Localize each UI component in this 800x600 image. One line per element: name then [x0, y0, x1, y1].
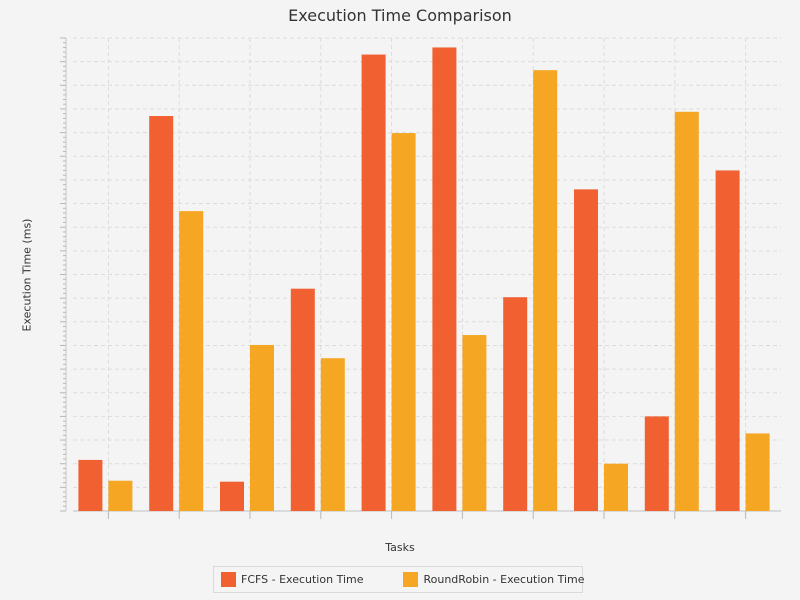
- bar-fcfs: [432, 47, 457, 512]
- chart-title: Execution Time Comparison: [288, 6, 512, 25]
- bar-fcfs: [220, 481, 244, 511]
- bar-roundrobin: [674, 111, 699, 512]
- bar-roundrobin: [462, 335, 487, 511]
- bar-roundrobin: [250, 344, 274, 511]
- bar-roundrobin: [179, 211, 204, 512]
- legend-label-fcfs: FCFS - Execution Time: [241, 573, 364, 586]
- bar-fcfs: [290, 288, 315, 511]
- bar-roundrobin: [320, 358, 345, 511]
- bar-fcfs: [574, 189, 598, 512]
- bar-fcfs: [644, 416, 669, 511]
- bar-roundrobin: [533, 70, 558, 511]
- bar-fcfs: [78, 459, 103, 511]
- legend: FCFS - Execution Time RoundRobin - Execu…: [213, 566, 585, 593]
- bar-roundrobin: [745, 433, 770, 511]
- legend-item-roundrobin: RoundRobin - Execution Time: [403, 572, 585, 587]
- legend-swatch-fcfs: [221, 572, 236, 587]
- bar-roundrobin: [391, 133, 416, 511]
- legend-item-fcfs: FCFS - Execution Time: [221, 572, 363, 587]
- legend-swatch-roundrobin: [403, 572, 419, 587]
- bar-fcfs: [361, 54, 386, 512]
- bar-fcfs: [715, 170, 740, 511]
- bar-roundrobin: [604, 463, 628, 511]
- bar-fcfs: [149, 116, 174, 512]
- legend-label-roundrobin: RoundRobin - Execution Time: [423, 573, 585, 586]
- bar-fcfs: [503, 297, 528, 511]
- x-axis-label: Tasks: [385, 541, 415, 554]
- bar-roundrobin: [108, 480, 133, 511]
